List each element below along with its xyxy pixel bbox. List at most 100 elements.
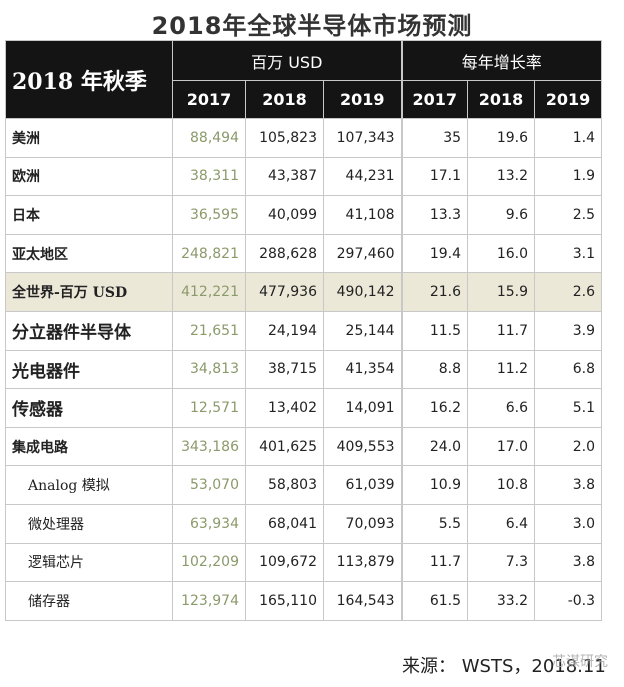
table-row: 美洲 88,494 105,823 107,343 35 19.6 1.4 <box>5 118 603 158</box>
row-label: 日本 <box>5 195 173 235</box>
value-cell: 477,936 <box>245 272 324 312</box>
value-cell: 248,821 <box>172 233 246 274</box>
table-row: Analog 模拟 53,070 58,803 61,039 10.9 10.8 3.8 <box>5 465 603 505</box>
row-label: 逻辑芯片 <box>5 542 173 583</box>
row-label: 欧洲 <box>5 156 173 197</box>
year-header: 2018 <box>467 80 536 119</box>
growth-cell: 16.0 <box>467 233 536 274</box>
row-label: 分立器件半导体 <box>5 310 173 351</box>
value-cell: 107,343 <box>322 118 403 158</box>
growth-cell: 3.0 <box>534 503 603 544</box>
growth-cell: 61.5 <box>400 581 469 621</box>
growth-cell: 6.6 <box>467 388 536 428</box>
table-row: 欧洲 38,311 43,387 44,231 17.1 13.2 1.9 <box>5 156 603 197</box>
year-header: 2017 <box>400 80 469 119</box>
growth-cell: 13.3 <box>400 195 469 235</box>
row-label: 美洲 <box>5 118 173 158</box>
growth-cell: 3.1 <box>534 233 603 274</box>
value-cell: 44,231 <box>322 156 403 197</box>
table-row: 逻辑芯片 102,209 109,672 113,879 11.7 7.3 3.8 <box>5 542 603 583</box>
growth-cell: 2.6 <box>534 272 603 312</box>
value-cell: 109,672 <box>245 542 324 583</box>
growth-cell: 24.0 <box>400 426 469 467</box>
value-cell: 288,628 <box>245 233 324 274</box>
growth-cell: 15.9 <box>467 272 536 312</box>
growth-cell: 3.8 <box>534 465 603 505</box>
value-cell: 36,595 <box>172 195 246 235</box>
value-cell: 53,070 <box>172 465 246 505</box>
growth-cell: 35 <box>400 118 469 158</box>
market-forecast-table: 2018 年秋季 百万 USD 每年增长率 2017 2018 2019 201… <box>5 40 603 621</box>
value-cell: 412,221 <box>172 272 246 312</box>
growth-cell: 33.2 <box>467 581 536 621</box>
growth-cell: 10.9 <box>400 465 469 505</box>
row-label: Analog 模拟 <box>5 465 173 505</box>
source-note: 来源： WSTS，2018.11 <box>402 656 606 677</box>
growth-cell: 21.6 <box>400 272 469 312</box>
growth-cell: 19.4 <box>400 233 469 274</box>
growth-cell: 11.2 <box>467 349 536 390</box>
growth-cell: 17.1 <box>400 156 469 197</box>
value-cell: 102,209 <box>172 542 246 583</box>
value-cell: 41,354 <box>322 349 403 390</box>
value-cell: 88,494 <box>172 118 246 158</box>
value-cell: 58,803 <box>245 465 324 505</box>
value-cell: 343,186 <box>172 426 246 467</box>
value-cell: 68,041 <box>245 503 324 544</box>
year-header: 2019 <box>322 80 403 119</box>
value-cell: 63,934 <box>172 503 246 544</box>
value-cell: 21,651 <box>172 310 246 351</box>
value-cell: 12,571 <box>172 388 246 428</box>
value-cell: 34,813 <box>172 349 246 390</box>
value-cell: 401,625 <box>245 426 324 467</box>
row-label: 全世界-百万 USD <box>5 272 173 312</box>
year-header: 2018 <box>245 80 324 119</box>
growth-cell: 5.1 <box>534 388 603 428</box>
value-cell: 25,144 <box>322 310 403 351</box>
table-row: 分立器件半导体 21,651 24,194 25,144 11.5 11.7 3.9 <box>5 310 603 351</box>
table-row: 日本 36,595 40,099 41,108 13.3 9.6 2.5 <box>5 195 603 235</box>
growth-cell: 11.7 <box>467 310 536 351</box>
growth-cell: -0.3 <box>534 581 603 621</box>
growth-cell: 1.9 <box>534 156 603 197</box>
watermark: 芯谋研究 <box>552 654 608 670</box>
row-label: 微处理器 <box>5 503 173 544</box>
growth-cell: 1.4 <box>534 118 603 158</box>
value-cell: 38,715 <box>245 349 324 390</box>
table-row: 储存器 123,974 165,110 164,543 61.5 33.2 -0.3 <box>5 581 603 621</box>
row-label: 光电器件 <box>5 349 173 390</box>
value-cell: 123,974 <box>172 581 246 621</box>
growth-cell: 19.6 <box>467 118 536 158</box>
table-row: 全世界-百万 USD 412,221 477,936 490,142 21.6 15.9 2… <box>5 272 603 312</box>
growth-cell: 10.8 <box>467 465 536 505</box>
growth-cell: 11.7 <box>400 542 469 583</box>
value-cell: 41,108 <box>322 195 403 235</box>
growth-cell: 6.8 <box>534 349 603 390</box>
row-label: 储存器 <box>5 581 173 621</box>
value-cell: 24,194 <box>245 310 324 351</box>
value-cell: 113,879 <box>322 542 403 583</box>
growth-cell: 16.2 <box>400 388 469 428</box>
growth-cell: 8.8 <box>400 349 469 390</box>
growth-cell: 3.9 <box>534 310 603 351</box>
value-cell: 105,823 <box>245 118 324 158</box>
value-cell: 13,402 <box>245 388 324 428</box>
value-cell: 409,553 <box>322 426 403 467</box>
growth-cell: 17.0 <box>467 426 536 467</box>
value-cell: 490,142 <box>322 272 403 312</box>
growth-cell: 3.8 <box>534 542 603 583</box>
value-cell: 165,110 <box>245 581 324 621</box>
row-label: 集成电路 <box>5 426 173 467</box>
page-title: 2018年全球半导体市场预测 <box>151 12 473 40</box>
value-cell: 70,093 <box>322 503 403 544</box>
growth-cell: 2.0 <box>534 426 603 467</box>
growth-cell: 13.2 <box>467 156 536 197</box>
table-row: 亚太地区 248,821 288,628 297,460 19.4 16.0 3.1 <box>5 233 603 274</box>
growth-cell: 9.6 <box>467 195 536 235</box>
growth-cell: 6.4 <box>467 503 536 544</box>
values-group-header: 百万 USD <box>171 40 403 81</box>
growth-cell: 7.3 <box>467 542 536 583</box>
value-cell: 61,039 <box>322 465 403 505</box>
season-header: 2018 年秋季 <box>5 40 173 119</box>
year-header: 2017 <box>172 80 246 119</box>
